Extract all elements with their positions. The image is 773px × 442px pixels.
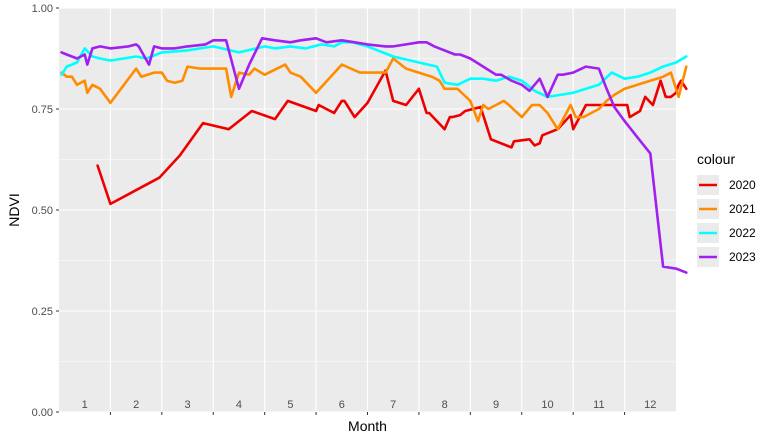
y-tick-label: 0.25: [32, 306, 53, 318]
axes: 0.00 0.25 0.50 0.75 1.00: [32, 3, 626, 419]
month-label: 7: [390, 399, 396, 411]
y-tick-label: 1.00: [32, 3, 53, 15]
legend-label: 2022: [729, 226, 756, 240]
legend-label: 2021: [729, 202, 756, 216]
month-label: 12: [644, 399, 656, 411]
series-line-2022: [60, 40, 688, 99]
x-axis-title: Month: [348, 418, 387, 434]
legend: colour 2020 2021 2022 2023: [697, 151, 756, 267]
month-label: 4: [236, 399, 242, 411]
month-label: 9: [493, 399, 499, 411]
y-tick-label: 0.50: [32, 205, 53, 217]
month-labels: 1 2 3 4 5 6 7 8 9 10 11 12: [82, 399, 657, 411]
legend-label: 2020: [729, 178, 756, 192]
y-axis-title: NDVI: [6, 193, 22, 226]
month-label: 2: [133, 399, 139, 411]
month-label: 8: [442, 399, 448, 411]
y-tick-label: 0.75: [32, 104, 53, 116]
series-line-2020: [96, 69, 688, 206]
series-line-2023: [60, 36, 688, 274]
legend-label: 2023: [729, 250, 756, 264]
month-label: 5: [287, 399, 293, 411]
month-label: 10: [541, 399, 553, 411]
series-lines: [60, 36, 688, 274]
month-label: 11: [593, 399, 604, 411]
month-label: 3: [184, 399, 190, 411]
month-label: 6: [339, 399, 345, 411]
grid-lines: [59, 7, 676, 413]
legend-title: colour: [697, 151, 735, 167]
month-label: 1: [82, 399, 88, 411]
y-tick-label: 0.00: [32, 407, 53, 419]
series-line-2021: [60, 57, 688, 131]
